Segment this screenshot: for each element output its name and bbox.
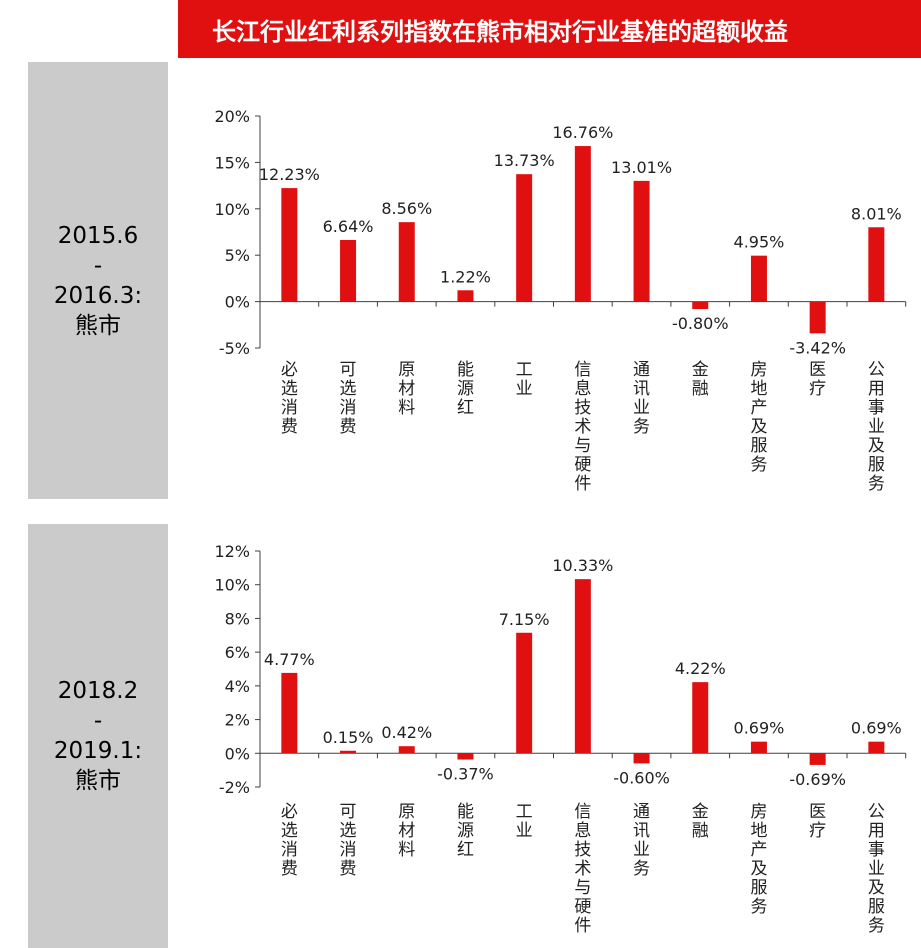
x-tick-label: 可选消费 [340,360,357,437]
period-end: 2016.3: [53,282,143,309]
x-tick-label: 必选消费 [281,802,298,879]
market-label: 熊市 [75,312,121,339]
bar [809,753,826,765]
x-tick-label: 金融 [692,360,709,399]
x-tick-label: 能源红 [457,802,474,860]
x-tick-label: 医疗 [809,802,826,841]
period-panel-2: 2018.2 - 2019.1: 熊市 [28,524,168,948]
data-label: 8.01% [851,204,902,223]
bar [692,301,709,310]
data-label: -0.60% [613,768,670,787]
y-tick-label: 5% [225,246,250,265]
bar-chart-1: 20% 15% 10% 5% 0% -5% 12.23% 必选消费 6.64% 可选消费 8.56%… [214,107,907,494]
x-tick-label: 原材料 [398,360,415,418]
y-tick-label: 12% [214,542,250,561]
bar [398,222,415,302]
period-panel-1: 2015.6 - 2016.3: 熊市 [28,62,168,499]
y-tick-label: 4% [225,677,250,696]
data-label: 13.01% [611,158,672,177]
market-label: 熊市 [75,768,121,794]
data-label: -0.37% [437,765,494,784]
bar [398,746,415,754]
bar [692,682,709,754]
bar [281,188,298,302]
data-label: 4.22% [675,659,726,678]
y-tick-label: 0% [225,744,250,763]
x-tick-label: 医疗 [809,360,826,399]
x-tick-label: 工业 [516,360,533,399]
x-tick-label: 金融 [692,802,709,841]
data-label: 4.77% [264,650,315,669]
y-tick-label: 6% [225,643,250,662]
x-tick-label: 信息技术与硬件 [574,360,591,494]
y-tick-label: 0% [225,293,250,312]
period-separator: - [93,708,103,734]
bar [340,239,357,302]
title-bar: 长江行业红利系列指数在熊市相对行业基准的超额收益 [178,0,921,58]
y-tick-label: 20% [214,107,250,126]
data-label: 10.33% [552,556,613,575]
data-label: 0.42% [381,723,432,742]
period-end: 2019.1: [53,738,143,764]
bar [516,174,533,302]
data-label: 16.76% [552,123,613,142]
bar [457,290,474,302]
bar [633,753,650,764]
bar [516,632,533,754]
period-separator: - [93,252,103,279]
bar [809,301,826,334]
data-label: 7.15% [499,610,550,629]
x-tick-label: 房地产及服务 [750,802,767,917]
bar [340,750,357,754]
data-label: -0.69% [789,770,846,789]
page-title: 长江行业红利系列指数在熊市相对行业基准的超额收益 [212,18,788,46]
data-label: 6.64% [323,217,374,236]
bar [281,672,298,754]
period-start: 2015.6 [57,222,139,249]
y-tick-label: -5% [219,339,250,358]
data-label: -0.80% [672,314,729,333]
data-label: 12.23% [259,165,320,184]
bar [868,741,885,754]
bar [750,741,767,754]
y-tick-label: 8% [225,609,250,628]
bar [574,579,591,754]
data-label: 0.15% [323,728,374,747]
y-tick-label: -2% [219,778,250,797]
x-tick-label: 能源红 [457,360,474,418]
y-tick-label: 10% [214,200,250,219]
data-label: 0.69% [734,719,785,738]
x-tick-label: 通讯业务 [633,360,650,437]
bar [574,146,591,302]
bar [633,180,650,302]
x-tick-label: 房地产及服务 [750,360,767,475]
x-tick-label: 公用事业及服务 [868,360,885,494]
data-label: 1.22% [440,267,491,286]
bar [750,255,767,302]
x-tick-label: 通讯业务 [633,802,650,879]
y-tick-label: 10% [214,576,250,595]
data-label: 4.95% [734,233,785,252]
x-tick-label: 工业 [516,802,533,841]
x-tick-label: 公用事业及服务 [868,802,885,936]
y-tick-label: 2% [225,711,250,730]
x-tick-label: 必选消费 [281,360,298,437]
y-tick-label: 15% [214,153,250,172]
bar [457,753,474,760]
x-tick-label: 可选消费 [340,802,357,879]
x-tick-label: 原材料 [398,802,415,860]
data-label: 13.73% [494,151,555,170]
period-start: 2018.2 [57,678,139,704]
bar-chart-2: 12% 10% 8% 6% 4% 2% 0% -2% 4.77% 必选消费 0.15% 可选消费 0.4… [214,542,907,936]
data-label: 0.69% [851,719,902,738]
data-label: 8.56% [381,199,432,218]
x-tick-label: 信息技术与硬件 [574,802,591,936]
data-label: -3.42% [789,338,846,357]
bar [868,227,885,302]
